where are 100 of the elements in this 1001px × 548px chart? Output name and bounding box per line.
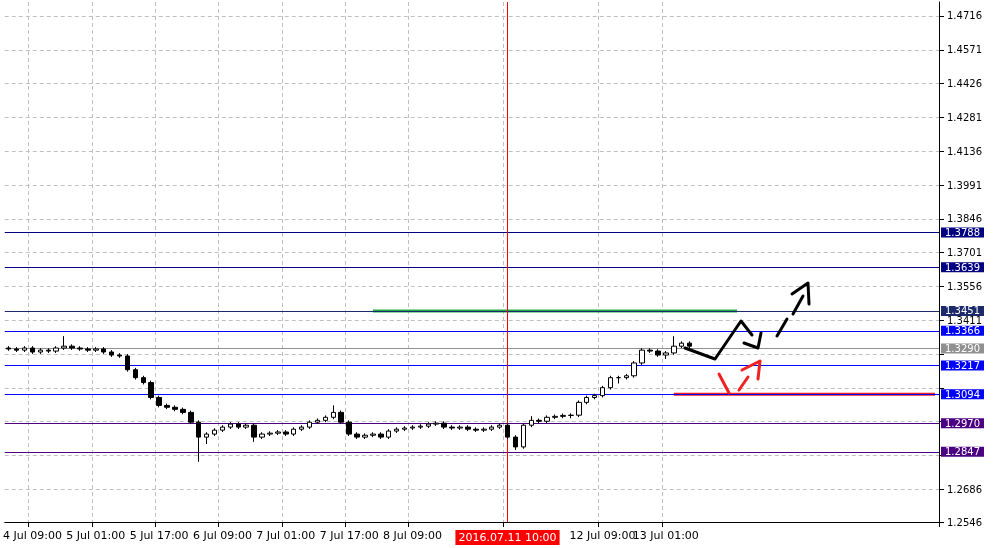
candlestick bbox=[647, 347, 653, 354]
candlestick bbox=[378, 431, 384, 440]
candlestick bbox=[473, 426, 479, 433]
x-tick-label: 12 Jul 09:00 bbox=[569, 529, 636, 542]
ref-line-label: 1.3788 bbox=[945, 226, 980, 238]
candlestick bbox=[418, 423, 423, 430]
candlestick bbox=[671, 335, 677, 356]
candlestick bbox=[30, 345, 35, 355]
candlestick bbox=[687, 340, 692, 349]
ref-line-label: 1.3451 bbox=[945, 305, 980, 317]
y-tick-label: 1.4281 bbox=[947, 111, 982, 123]
y-tick-label: 1.4426 bbox=[947, 78, 982, 90]
candlestick bbox=[77, 345, 83, 352]
candlestick bbox=[275, 429, 281, 436]
candlestick bbox=[22, 345, 27, 353]
candlestick bbox=[481, 426, 487, 433]
ref-line-label: 1.3366 bbox=[945, 325, 980, 337]
x-tick-label: 2016.07.11 10:00 bbox=[458, 531, 557, 544]
candlestick bbox=[457, 424, 463, 431]
ref-line-label: 1.3094 bbox=[945, 388, 980, 400]
candlestick bbox=[433, 420, 439, 427]
candlestick bbox=[489, 424, 494, 432]
candlestick bbox=[544, 414, 550, 424]
candlestick bbox=[576, 400, 582, 418]
candlestick bbox=[441, 420, 447, 430]
candlestick bbox=[220, 424, 225, 433]
candlestick bbox=[608, 375, 613, 391]
candlestick bbox=[354, 431, 360, 440]
ref-line-label: 1.2970 bbox=[945, 417, 980, 429]
candlestick bbox=[655, 348, 661, 358]
candlestick bbox=[53, 345, 59, 354]
candlestick bbox=[552, 414, 558, 420]
candlestick bbox=[259, 431, 265, 440]
candlestick bbox=[631, 360, 637, 379]
x-tick-label: 7 Jul 01:00 bbox=[256, 529, 316, 542]
y-tick-label: 1.3991 bbox=[947, 179, 982, 191]
candlestick bbox=[109, 349, 114, 358]
y-tick-label: 1.2546 bbox=[947, 516, 982, 528]
ref-line-label: 1.2847 bbox=[945, 446, 980, 458]
candlestick bbox=[243, 422, 249, 430]
candlestick bbox=[307, 419, 312, 430]
candlestick bbox=[513, 434, 518, 451]
candlestick bbox=[338, 410, 344, 425]
x-tick-label: 5 Jul 01:00 bbox=[66, 529, 126, 542]
ref-line-label: 1.3290 bbox=[945, 343, 980, 355]
candlestick bbox=[172, 404, 178, 412]
candlestick bbox=[101, 346, 106, 355]
candlestick bbox=[362, 432, 368, 440]
candlestick bbox=[315, 417, 320, 425]
candlestick bbox=[370, 431, 376, 438]
candlestick bbox=[38, 347, 43, 355]
candlestick bbox=[521, 422, 526, 450]
candlestick bbox=[497, 422, 502, 430]
candlestick bbox=[663, 350, 669, 360]
y-tick-label: 1.4716 bbox=[947, 10, 982, 22]
candlestick bbox=[69, 343, 75, 351]
candlestick bbox=[386, 428, 391, 440]
candlestick bbox=[180, 407, 186, 415]
candlestick bbox=[331, 404, 336, 420]
candlestick bbox=[410, 424, 415, 431]
candlestick bbox=[156, 395, 162, 408]
candlestick bbox=[93, 346, 99, 353]
y-tick-label: 1.3701 bbox=[947, 247, 982, 259]
candlestick bbox=[164, 403, 170, 410]
candlestick bbox=[14, 346, 19, 353]
candlestick bbox=[560, 413, 566, 419]
candlestick bbox=[624, 373, 629, 381]
candlestick bbox=[141, 375, 146, 385]
y-tick-label: 1.4136 bbox=[947, 145, 982, 157]
x-tick-label: 4 Jul 09:00 bbox=[2, 529, 62, 542]
candlestick bbox=[283, 429, 289, 437]
candlestick bbox=[196, 419, 201, 463]
ref-line-label: 1.3639 bbox=[945, 261, 980, 273]
candlestick bbox=[402, 425, 407, 432]
candlestick bbox=[291, 426, 296, 437]
candlestick bbox=[133, 367, 138, 381]
x-tick-label: 6 Jul 09:00 bbox=[193, 529, 252, 542]
candlestick bbox=[117, 352, 122, 359]
candlestick bbox=[529, 415, 534, 428]
candlestick bbox=[449, 424, 455, 431]
candlestick bbox=[85, 346, 91, 353]
x-tick-label: 8 Jul 09:00 bbox=[383, 529, 442, 542]
candlestick bbox=[267, 430, 273, 437]
candlestick bbox=[61, 335, 67, 351]
candlestick bbox=[465, 424, 471, 432]
candlestick bbox=[639, 347, 645, 366]
candlestick bbox=[299, 424, 304, 432]
y-tick-label: 1.3846 bbox=[947, 213, 982, 225]
y-tick-label: 1.3556 bbox=[947, 280, 982, 292]
x-tick-label: 7 Jul 17:00 bbox=[319, 529, 379, 542]
y-tick-label: 1.2686 bbox=[947, 483, 982, 495]
candlestick bbox=[679, 340, 684, 349]
y-tick-label: 1.3411 bbox=[947, 314, 982, 326]
y-tick-label: 1.4571 bbox=[947, 44, 982, 56]
candlestick bbox=[592, 393, 597, 400]
ref-line-label: 1.3217 bbox=[945, 360, 980, 372]
candlestick bbox=[600, 385, 605, 398]
candlestick bbox=[568, 412, 574, 419]
candlestick bbox=[212, 427, 217, 437]
candlestick bbox=[536, 417, 542, 424]
